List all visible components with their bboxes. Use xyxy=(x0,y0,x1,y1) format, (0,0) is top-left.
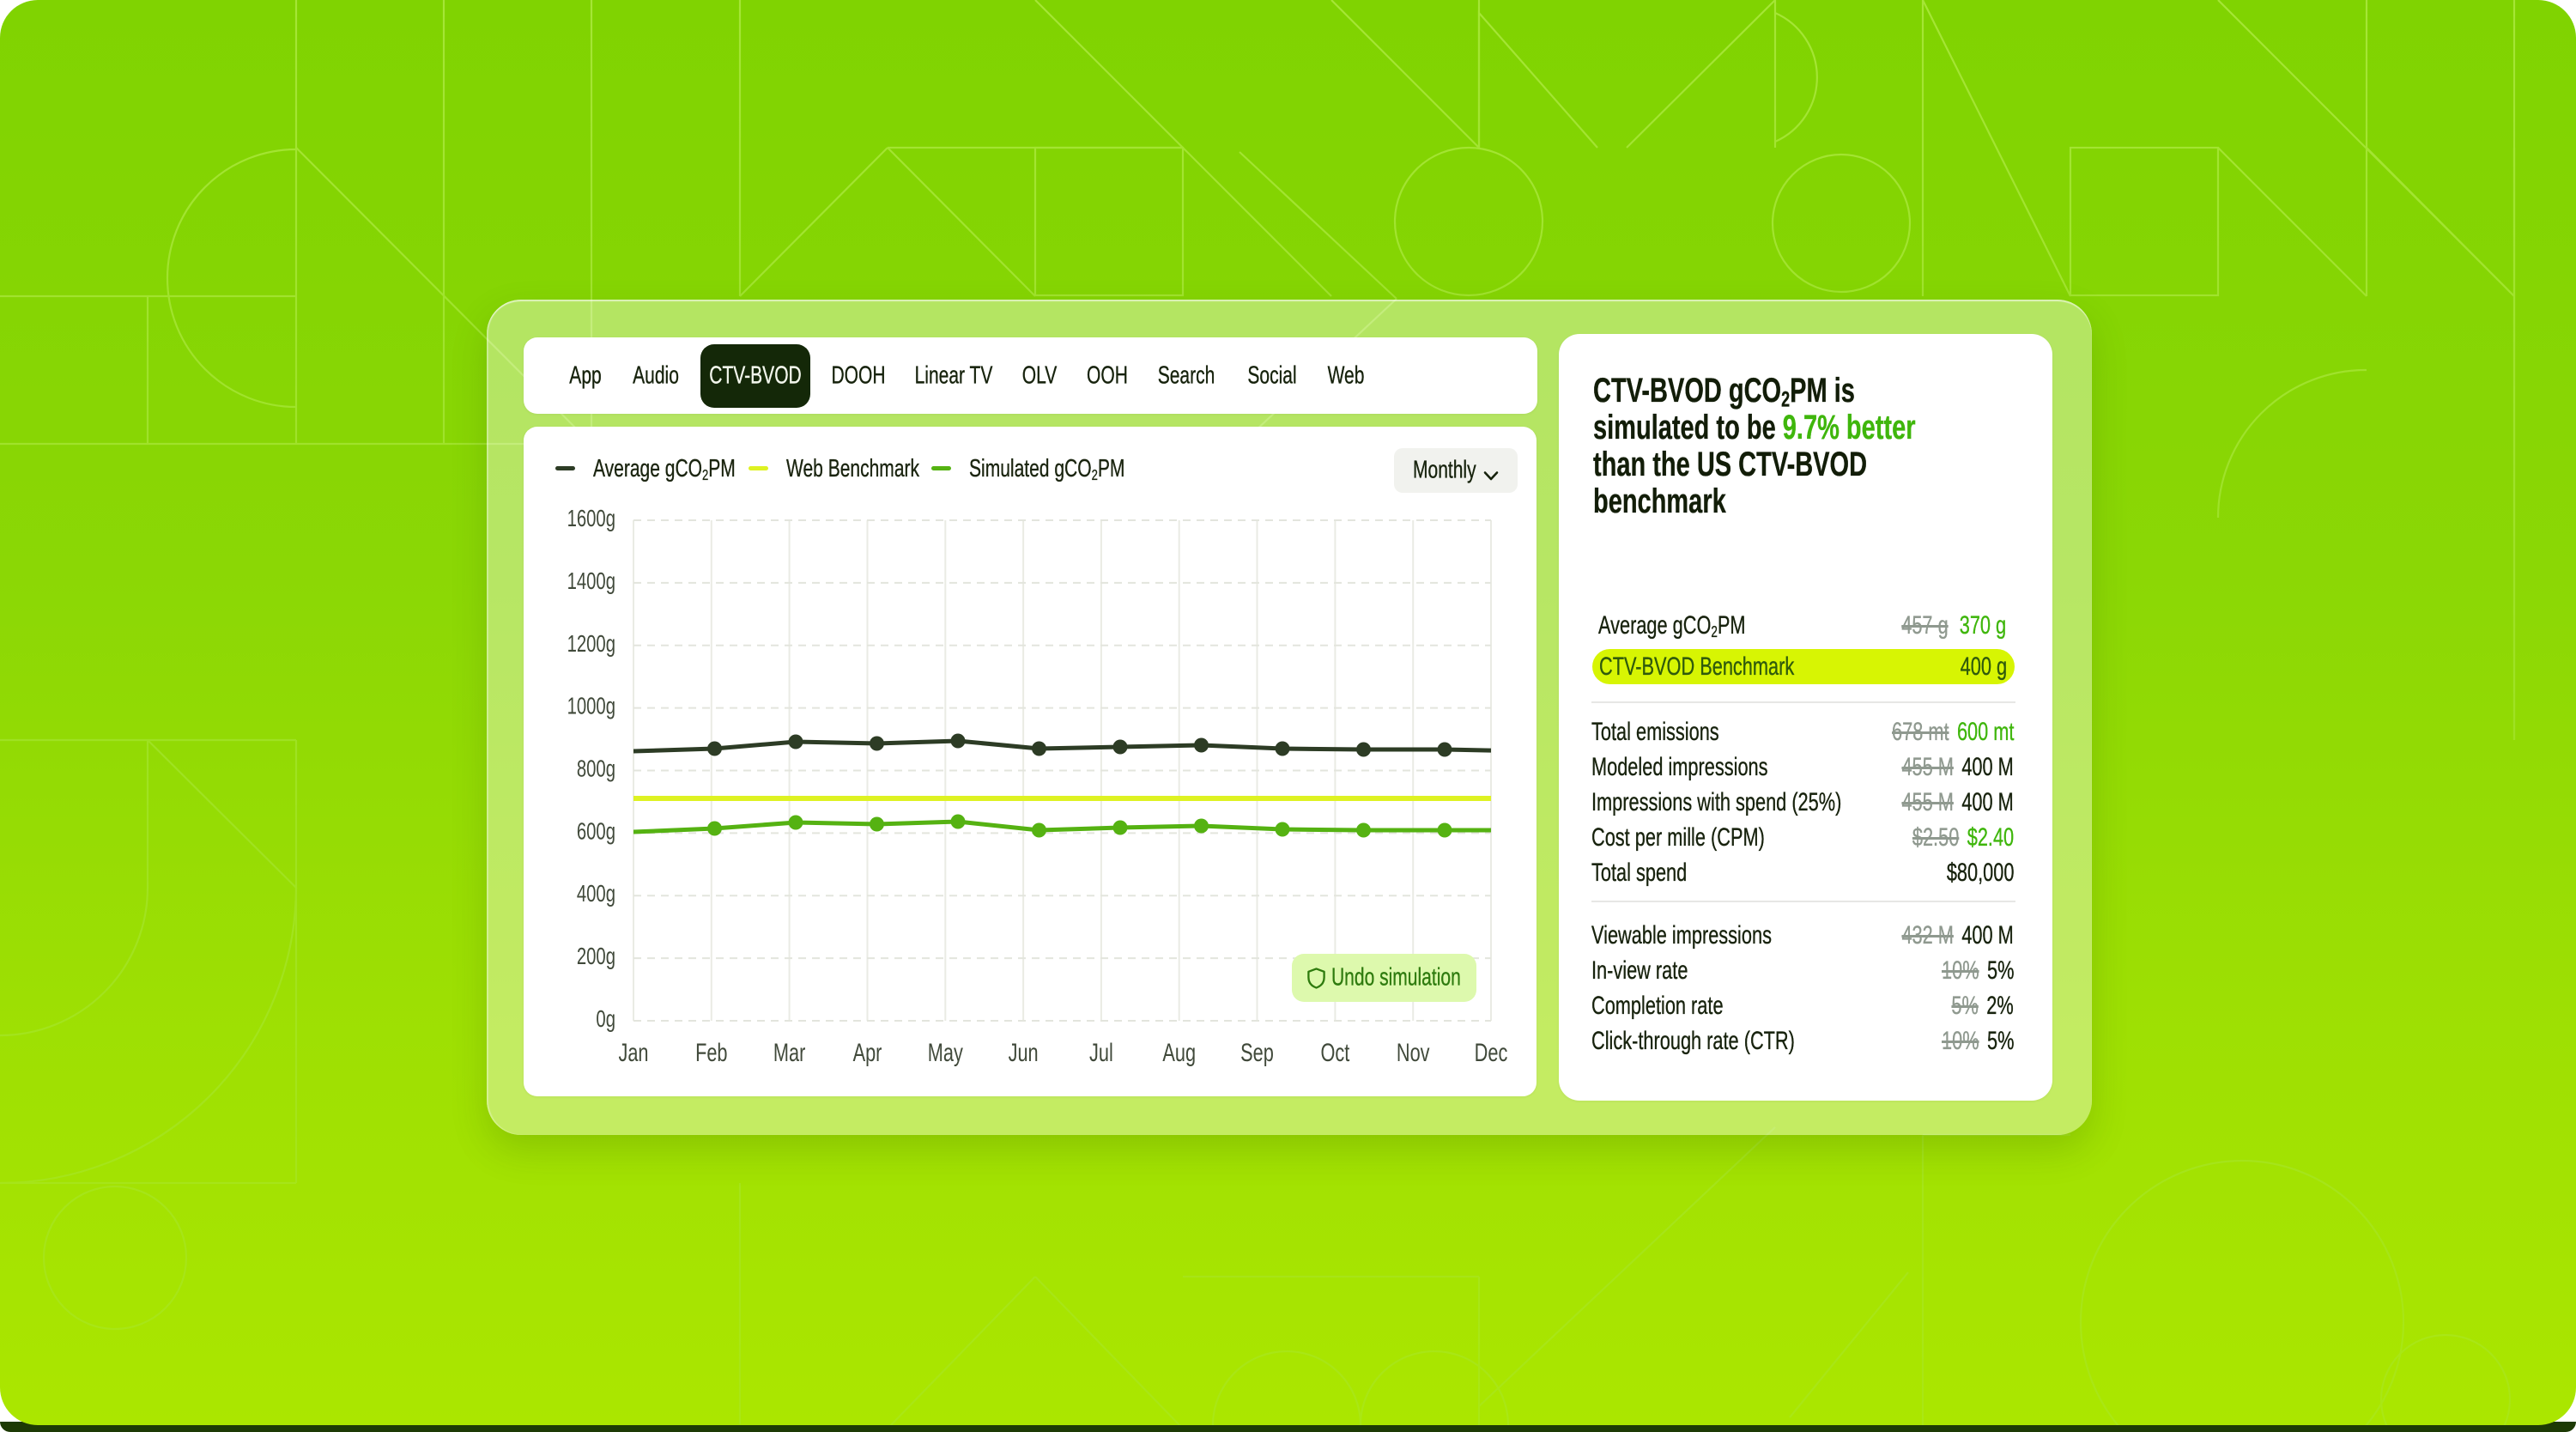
svg-text:May: May xyxy=(928,1038,964,1067)
svg-text:1200g: 1200g xyxy=(567,631,615,658)
svg-text:Jul: Jul xyxy=(1089,1038,1113,1067)
svg-text:Apr: Apr xyxy=(853,1038,882,1067)
svg-text:Dec: Dec xyxy=(1475,1038,1508,1067)
svg-text:Aug: Aug xyxy=(1162,1038,1196,1067)
svg-text:Feb: Feb xyxy=(695,1038,727,1067)
svg-text:600g: 600g xyxy=(577,818,615,845)
svg-text:800g: 800g xyxy=(577,755,615,782)
svg-text:Nov: Nov xyxy=(1397,1038,1430,1067)
svg-text:0g: 0g xyxy=(596,1006,615,1033)
svg-text:Oct: Oct xyxy=(1320,1038,1349,1067)
svg-text:Sep: Sep xyxy=(1240,1038,1274,1067)
svg-text:1600g: 1600g xyxy=(567,506,615,532)
svg-text:1400g: 1400g xyxy=(567,568,615,595)
svg-text:Jan: Jan xyxy=(618,1038,648,1067)
svg-text:200g: 200g xyxy=(577,944,615,970)
svg-text:Jun: Jun xyxy=(1009,1038,1039,1067)
svg-text:Mar: Mar xyxy=(773,1038,806,1067)
svg-text:1000g: 1000g xyxy=(567,694,615,720)
svg-text:400g: 400g xyxy=(577,881,615,907)
